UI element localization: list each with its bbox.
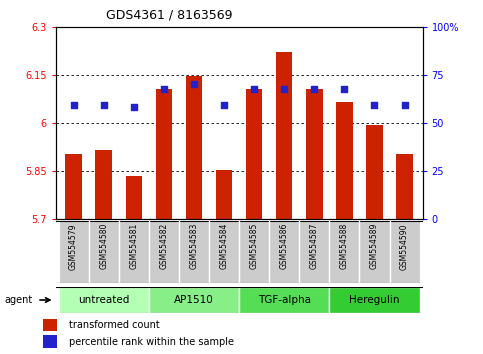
Text: GSM554580: GSM554580: [99, 223, 108, 269]
Point: [250, 86, 258, 92]
Bar: [239, 221, 269, 283]
Text: AP1510: AP1510: [174, 295, 214, 305]
Text: transformed count: transformed count: [70, 320, 160, 330]
Point: [401, 103, 409, 108]
Bar: [359, 221, 389, 283]
Text: GSM554584: GSM554584: [220, 223, 228, 269]
Bar: [366, 125, 383, 219]
Text: TGF-alpha: TGF-alpha: [258, 295, 311, 305]
Text: GSM554582: GSM554582: [159, 223, 169, 269]
Text: Heregulin: Heregulin: [349, 295, 400, 305]
Bar: [329, 287, 420, 313]
Bar: [58, 287, 149, 313]
Point: [370, 103, 378, 108]
Bar: [149, 221, 179, 283]
Text: GSM554590: GSM554590: [400, 223, 409, 270]
Bar: [156, 89, 172, 219]
Bar: [329, 221, 359, 283]
Text: GSM554581: GSM554581: [129, 223, 138, 269]
Point: [220, 103, 228, 108]
Bar: [43, 335, 57, 348]
Bar: [185, 76, 202, 219]
Text: agent: agent: [5, 295, 33, 305]
Bar: [119, 221, 149, 283]
Point: [311, 86, 318, 92]
Bar: [96, 150, 112, 219]
Bar: [299, 221, 329, 283]
Bar: [58, 221, 89, 283]
Point: [100, 103, 108, 108]
Bar: [43, 319, 57, 331]
Bar: [276, 52, 293, 219]
Point: [190, 81, 198, 87]
Bar: [89, 221, 119, 283]
Point: [70, 103, 77, 108]
Text: untreated: untreated: [78, 295, 129, 305]
Bar: [269, 221, 299, 283]
Text: GDS4361 / 8163569: GDS4361 / 8163569: [106, 9, 233, 22]
Text: GSM554586: GSM554586: [280, 223, 289, 269]
Bar: [126, 176, 142, 219]
Text: GSM554588: GSM554588: [340, 223, 349, 269]
Point: [280, 86, 288, 92]
Bar: [336, 102, 353, 219]
Bar: [306, 89, 323, 219]
Text: GSM554583: GSM554583: [189, 223, 199, 269]
Point: [341, 86, 348, 92]
Bar: [65, 154, 82, 219]
Point: [160, 86, 168, 92]
Bar: [179, 221, 209, 283]
Bar: [216, 170, 232, 219]
Text: percentile rank within the sample: percentile rank within the sample: [70, 337, 234, 347]
Text: GSM554579: GSM554579: [69, 223, 78, 270]
Bar: [209, 221, 239, 283]
Text: GSM554585: GSM554585: [250, 223, 258, 269]
Bar: [396, 154, 413, 219]
Bar: [246, 89, 262, 219]
Text: GSM554589: GSM554589: [370, 223, 379, 269]
Bar: [389, 221, 420, 283]
Point: [130, 104, 138, 110]
Text: GSM554587: GSM554587: [310, 223, 319, 269]
Bar: [149, 287, 239, 313]
Bar: [239, 287, 329, 313]
